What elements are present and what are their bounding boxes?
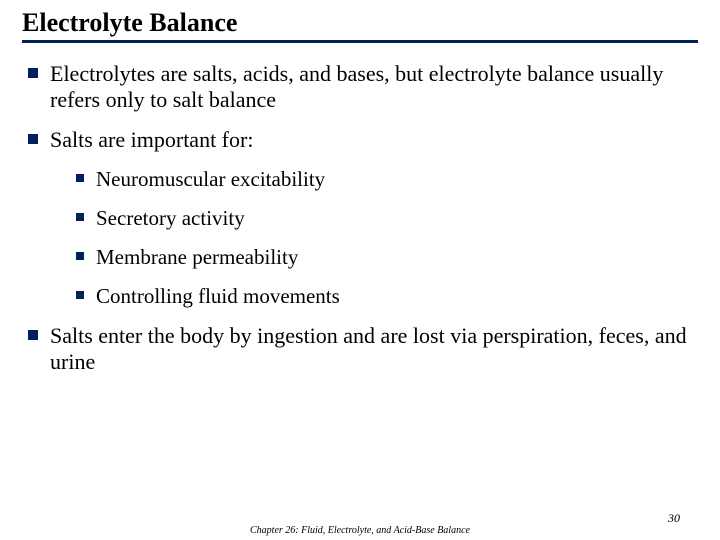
list-item: Salts enter the body by ingestion and ar… — [28, 323, 698, 375]
bullet-text: Electrolytes are salts, acids, and bases… — [50, 61, 663, 112]
slide-title: Electrolyte Balance — [22, 8, 698, 43]
footer-chapter-label: Chapter 26: Fluid, Electrolyte, and Acid… — [0, 525, 720, 536]
list-item: Neuromuscular excitability — [76, 167, 698, 192]
bullet-text: Membrane permeability — [96, 245, 298, 269]
page-number: 30 — [668, 511, 680, 526]
bullet-text: Secretory activity — [96, 206, 245, 230]
bullet-text: Salts enter the body by ingestion and ar… — [50, 323, 687, 374]
bullet-list-level2: Neuromuscular excitability Secretory act… — [50, 167, 698, 309]
bullet-text: Neuromuscular excitability — [96, 167, 325, 191]
list-item: Salts are important for: Neuromuscular e… — [28, 127, 698, 309]
bullet-text: Salts are important for: — [50, 127, 253, 152]
list-item: Controlling fluid movements — [76, 284, 698, 309]
bullet-text: Controlling fluid movements — [96, 284, 340, 308]
list-item: Electrolytes are salts, acids, and bases… — [28, 61, 698, 113]
bullet-list-level1: Electrolytes are salts, acids, and bases… — [22, 61, 698, 375]
list-item: Membrane permeability — [76, 245, 698, 270]
slide-container: Electrolyte Balance Electrolytes are sal… — [0, 0, 720, 540]
list-item: Secretory activity — [76, 206, 698, 231]
